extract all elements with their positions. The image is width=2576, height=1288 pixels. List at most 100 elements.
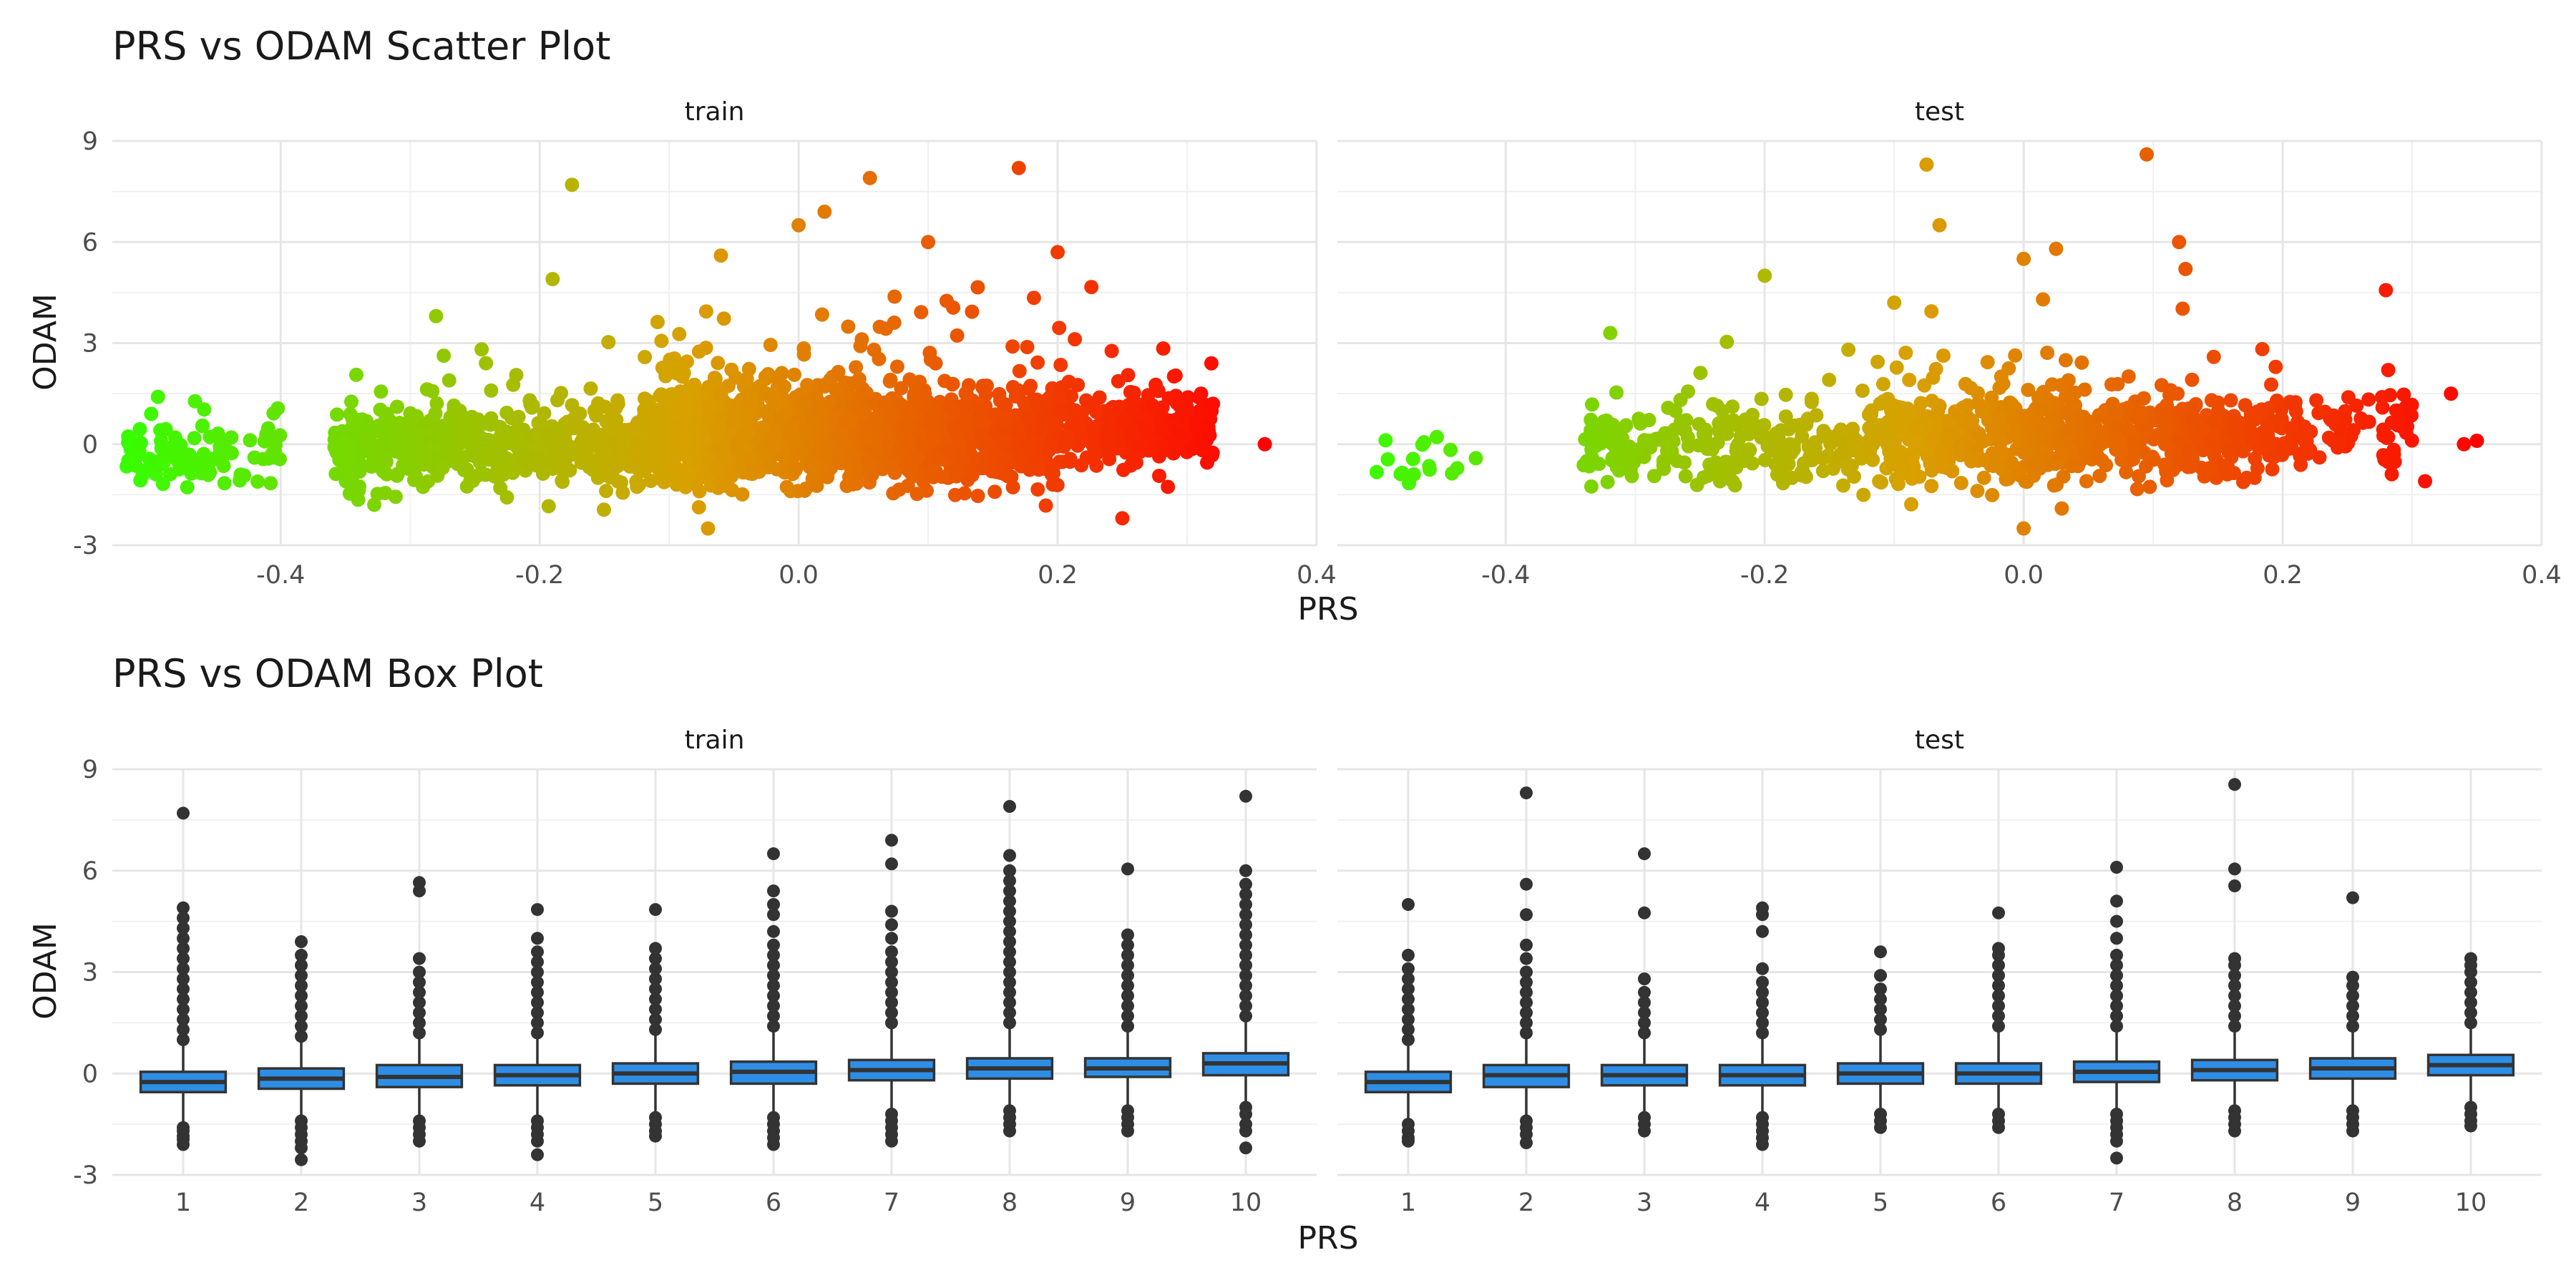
- outlier-point: [1239, 1141, 1252, 1155]
- scatter-point: [668, 459, 683, 474]
- boxplot-x-axis-title: PRS: [1297, 1220, 1358, 1257]
- scatter-point: [659, 429, 674, 444]
- scatter-point: [1030, 482, 1045, 497]
- scatter-point: [1891, 477, 1906, 492]
- scatter-point: [696, 433, 711, 448]
- x-tick-label: 9: [1120, 1189, 1136, 1217]
- facet-strip-label: train: [685, 726, 745, 755]
- scatter-point: [654, 333, 669, 348]
- scatter-point: [766, 440, 781, 455]
- scatter-point: [814, 307, 829, 322]
- facet-strip-label: test: [1915, 97, 1964, 127]
- scatter-point: [379, 454, 394, 469]
- outlier-point: [1121, 959, 1134, 972]
- scatter-point: [939, 293, 954, 308]
- scatter-point: [1722, 455, 1737, 470]
- scatter-point: [132, 421, 147, 436]
- scatter-point: [2206, 349, 2221, 364]
- scatter-point: [2379, 430, 2394, 445]
- outlier-point: [1003, 849, 1016, 862]
- scatter-point: [703, 478, 718, 493]
- scatter-point: [909, 394, 924, 409]
- outlier-point: [1239, 999, 1252, 1013]
- scatter-point: [1963, 454, 1979, 469]
- outlier-point: [1638, 906, 1651, 919]
- outlier-point: [1239, 918, 1252, 932]
- outlier-point: [531, 932, 544, 945]
- scatter-point: [2207, 414, 2223, 429]
- scatter-point: [1910, 423, 1925, 438]
- scatter-point: [1864, 403, 1879, 418]
- outlier-point: [1003, 965, 1016, 979]
- scatter-point: [735, 487, 750, 502]
- scatter-point: [1657, 462, 1672, 477]
- outlier-point: [2228, 952, 2241, 965]
- x-tick-label: 8: [2227, 1189, 2243, 1217]
- scatter-point: [597, 444, 612, 459]
- scatter-point: [525, 398, 540, 413]
- scatter-point: [474, 342, 489, 357]
- outlier-point: [1239, 789, 1252, 803]
- scatter-point: [2195, 421, 2210, 436]
- scatter-point: [2016, 521, 2031, 536]
- scatter-point: [691, 499, 706, 514]
- outlier-point: [767, 999, 780, 1013]
- outlier-point: [2464, 985, 2477, 999]
- scatter-point: [1898, 346, 1913, 360]
- scatter-point: [2288, 395, 2303, 410]
- scatter-point: [658, 469, 673, 483]
- scatter-point: [862, 170, 877, 185]
- scatter-point: [978, 387, 993, 402]
- outlier-point: [177, 1002, 190, 1016]
- x-tick-label: 0.2: [1038, 561, 1078, 590]
- scatter-point: [1257, 436, 1272, 452]
- scatter-point: [2211, 404, 2226, 419]
- scatter-point: [1445, 466, 1460, 481]
- outlier-point: [1003, 955, 1016, 969]
- scatter-point: [1052, 454, 1067, 469]
- outlier-point: [649, 962, 662, 975]
- x-tick-label: 7: [2109, 1189, 2124, 1217]
- scatter-point: [2333, 422, 2348, 437]
- scatter-point: [1011, 160, 1026, 175]
- outlier-point: [885, 1134, 898, 1148]
- box-4: [493, 903, 582, 1161]
- scatter-point: [796, 347, 811, 362]
- x-tick-label: 6: [1991, 1189, 2006, 1217]
- scatter-point: [2250, 404, 2265, 419]
- scatter-point: [390, 399, 404, 414]
- scatter-point: [2353, 411, 2368, 426]
- scatter-point: [1985, 487, 2000, 502]
- scatter-point: [755, 420, 770, 435]
- outlier-point: [2110, 1134, 2123, 1148]
- outlier-point: [2110, 959, 2123, 972]
- scatter-point: [2186, 412, 2201, 427]
- outlier-point: [1520, 952, 1533, 965]
- scatter-point: [724, 469, 739, 484]
- scatter-point: [1976, 470, 1991, 485]
- scatter-point: [1116, 462, 1131, 477]
- scatter-point: [2386, 447, 2401, 462]
- scatter-point: [2178, 261, 2193, 276]
- scatter-point: [1836, 478, 1850, 493]
- scatter-point: [1017, 395, 1032, 410]
- outlier-point: [413, 1134, 426, 1148]
- scatter-point: [1050, 245, 1065, 260]
- scatter-point: [847, 376, 862, 391]
- scatter-point: [2016, 445, 2031, 460]
- scatter-point: [2128, 410, 2143, 425]
- scatter-point: [2021, 382, 2036, 397]
- scatter-points: [119, 160, 1272, 536]
- scatter-point: [902, 404, 917, 419]
- scatter-point: [1856, 487, 1871, 502]
- scatter-point: [367, 497, 381, 512]
- y-tick-label: -3: [73, 532, 98, 560]
- scatter-point: [1593, 436, 1608, 451]
- scatter-point: [741, 425, 755, 440]
- outlier-point: [295, 969, 308, 982]
- scatter-point: [702, 398, 716, 413]
- scatter-point: [883, 406, 898, 421]
- scatter-point: [374, 424, 389, 439]
- scatter-point: [150, 389, 165, 404]
- outlier-point: [1520, 938, 1533, 952]
